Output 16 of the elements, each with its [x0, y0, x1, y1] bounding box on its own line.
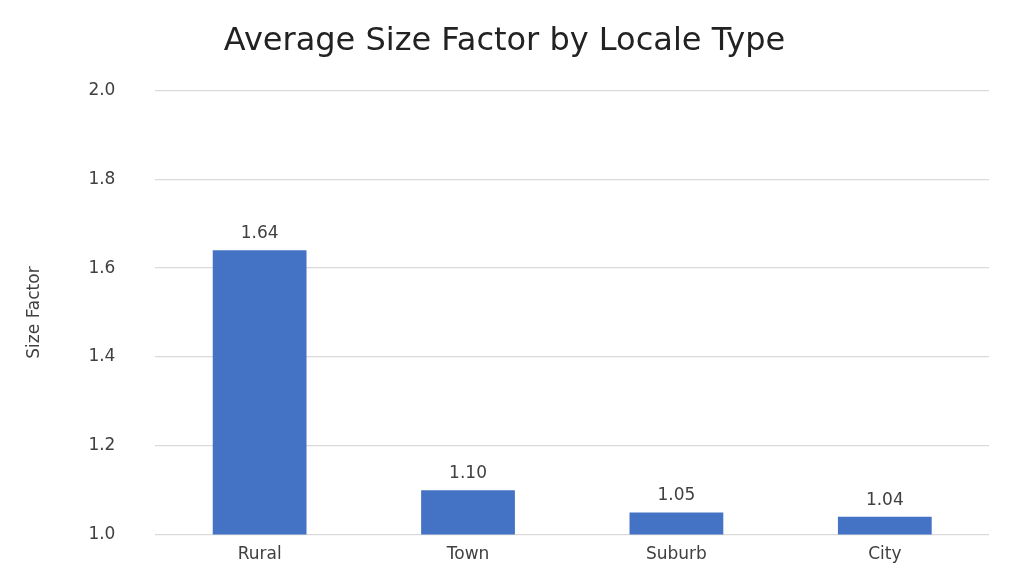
data-label: 1.10 [449, 462, 487, 483]
chart-title: Average Size Factor by Locale Type [223, 19, 786, 58]
data-label: 1.05 [657, 484, 696, 505]
y-tick-label: 1.8 [88, 167, 116, 188]
y-tick-label: 1.0 [88, 523, 116, 544]
y-tick-label: 1.2 [88, 434, 116, 455]
y-tick-label: 1.6 [88, 256, 116, 277]
data-label: 1.04 [865, 488, 904, 509]
y-axis-title: Size Factor [22, 266, 43, 359]
x-tick-label: Rural [237, 543, 282, 564]
y-tick-label: 1.4 [88, 345, 116, 366]
x-tick-label: City [868, 543, 902, 564]
y-tick-label: 2.0 [88, 78, 116, 99]
x-tick-label: Suburb [645, 543, 707, 564]
data-label: 1.64 [240, 222, 279, 243]
x-tick-label: Town [445, 543, 490, 564]
